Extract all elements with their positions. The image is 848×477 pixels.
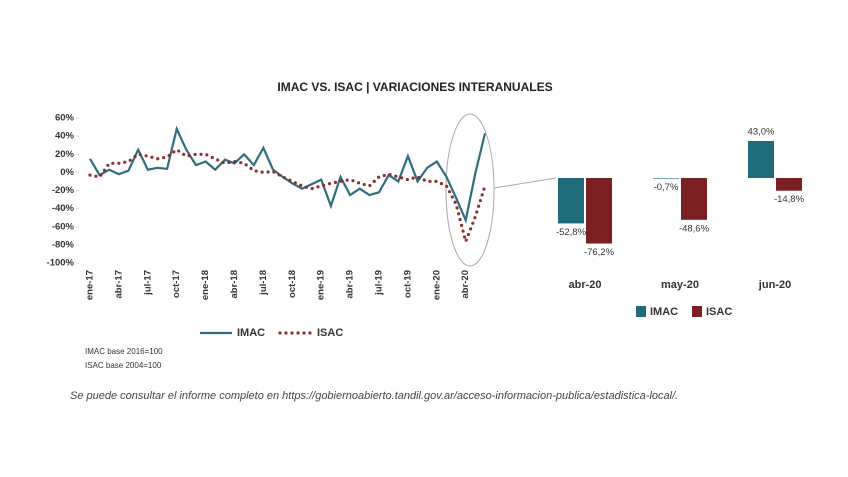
- y-tick-label: -60%: [52, 221, 75, 232]
- value-label: -76,2%: [584, 247, 615, 258]
- bar: [776, 178, 802, 191]
- x-tick-label: jun-20: [758, 279, 791, 291]
- y-tick-label: -20%: [52, 185, 75, 196]
- x-tick-label: jul-19: [374, 270, 385, 296]
- footer: Se puede consultar el informe completo e…: [70, 390, 678, 402]
- x-tick-label: abr-19: [345, 270, 356, 299]
- bar: [748, 141, 774, 178]
- x-tick-label: abr-20: [568, 279, 601, 291]
- x-tick-label: abr-17: [113, 270, 124, 299]
- x-tick-label: ene-20: [431, 270, 442, 300]
- x-tick-label: jul-17: [142, 270, 153, 296]
- bar: [558, 178, 584, 224]
- x-tick-label: ene-18: [200, 270, 211, 300]
- y-tick-label: -80%: [52, 239, 75, 250]
- legend-label: ISAC: [317, 327, 343, 339]
- x-tick-label: abr-18: [229, 270, 240, 299]
- y-tick-label: -100%: [47, 258, 75, 269]
- value-label: 43,0%: [748, 127, 775, 138]
- value-label: -14,8%: [774, 194, 805, 205]
- x-tick-label: ene-19: [316, 270, 327, 300]
- bar: [653, 178, 679, 179]
- value-label: -48,6%: [679, 223, 710, 234]
- connector: [493, 177, 557, 189]
- legend-label: IMAC: [650, 306, 678, 318]
- value-label: -0,7%: [654, 182, 679, 193]
- y-tick-label: 0%: [60, 167, 74, 178]
- series-line: [89, 125, 487, 224]
- value-label: -52,8%: [556, 227, 587, 238]
- y-tick-label: -40%: [52, 203, 75, 214]
- legend-label: ISAC: [706, 306, 732, 318]
- chart-title: IMAC VS. ISAC | VARIACIONES INTERANUALES: [277, 80, 552, 94]
- note: ISAC base 2004=100: [85, 361, 162, 370]
- bar: [586, 178, 612, 244]
- x-tick-label: oct-17: [171, 270, 182, 298]
- y-tick-label: 40%: [55, 131, 75, 142]
- x-tick-label: ene-17: [85, 270, 96, 300]
- x-tick-label: oct-18: [287, 270, 298, 298]
- x-tick-label: abr-20: [460, 270, 471, 299]
- x-tick-label: may-20: [661, 279, 699, 291]
- bar: [681, 178, 707, 220]
- series-line: [88, 147, 487, 247]
- y-tick-label: 60%: [55, 113, 75, 124]
- legend-swatch: [692, 306, 702, 317]
- x-tick-label: jul-18: [258, 270, 269, 296]
- y-tick-label: 20%: [55, 149, 75, 160]
- legend-label: IMAC: [237, 327, 265, 339]
- highlight-ellipse: [445, 113, 495, 267]
- note: IMAC base 2016=100: [85, 347, 163, 356]
- x-tick-label: oct-19: [402, 270, 413, 298]
- legend-swatch: [636, 306, 646, 317]
